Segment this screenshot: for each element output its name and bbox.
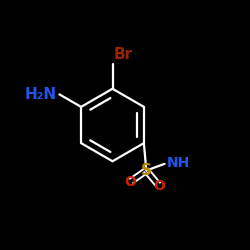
Text: NH: NH xyxy=(166,156,190,170)
Text: O: O xyxy=(124,175,136,189)
Text: H₂N: H₂N xyxy=(24,87,56,102)
Text: S: S xyxy=(141,163,152,178)
Text: O: O xyxy=(153,178,165,192)
Text: Br: Br xyxy=(114,47,133,62)
